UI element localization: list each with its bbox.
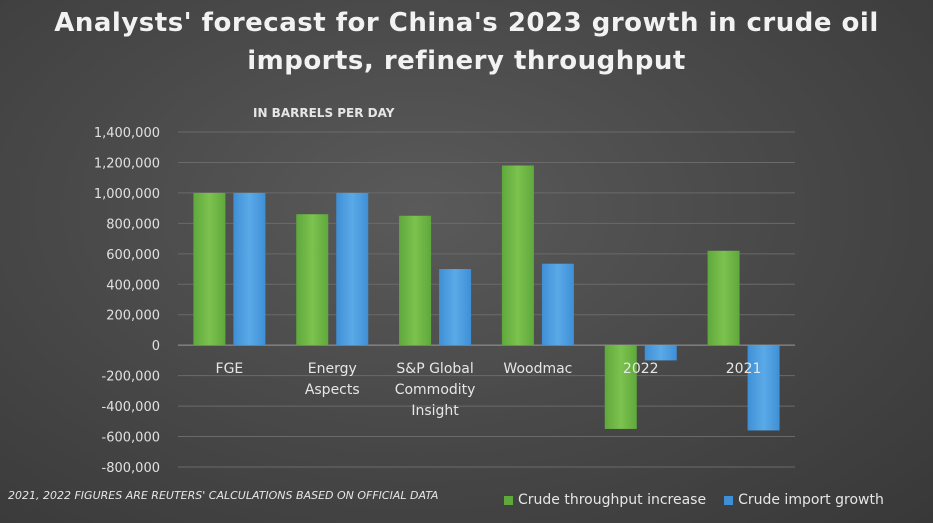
y-tick-label: -800,000: [102, 461, 160, 476]
chart-title: Analysts' forecast for China's 2023 grow…: [0, 4, 933, 80]
gridlines: [178, 131, 795, 468]
chart-title-text: Analysts' forecast for China's 2023 grow…: [54, 8, 879, 76]
y-axis: 1,400,000 1,200,000 1,000,000 800,000 600,00…: [94, 126, 160, 476]
y-tick-label: -400,000: [102, 400, 160, 415]
bar-throughput: [193, 192, 226, 346]
legend: Crude throughput increase Crude import g…: [504, 492, 884, 508]
y-tick-label: 200,000: [106, 309, 160, 324]
bar-import: [747, 345, 780, 431]
chart-subtitle: IN BARRELS PER DAY: [253, 106, 395, 120]
legend-swatch-throughput: [504, 495, 513, 505]
legend-item-import: Crude import growth: [724, 492, 884, 508]
y-tick-label: -600,000: [102, 431, 160, 446]
y-tick-label: 1,200,000: [94, 156, 160, 171]
bar-import: [644, 345, 677, 361]
bar-throughput: [399, 215, 432, 346]
legend-label-throughput: Crude throughput increase: [518, 492, 707, 508]
x-category-label: Woodmac: [503, 361, 572, 377]
y-tick-label: 0: [152, 339, 160, 354]
bar-throughput: [501, 165, 534, 346]
bar-import: [336, 192, 369, 346]
y-tick-label: -200,000: [102, 370, 160, 385]
bar-throughput: [296, 214, 329, 346]
bar-import: [541, 263, 574, 346]
bar-throughput: [707, 250, 740, 346]
bar-import: [439, 269, 472, 346]
y-tick-label: 400,000: [106, 278, 160, 293]
legend-label-import: Crude import growth: [738, 492, 884, 508]
chart-footnote: 2021, 2022 FIGURES ARE REUTERS' CALCULAT…: [8, 489, 439, 502]
x-category-label: Energy Aspects: [305, 361, 360, 398]
x-category-label: FGE: [216, 361, 244, 377]
y-tick-label: 1,400,000: [94, 126, 160, 141]
legend-swatch-import: [724, 495, 734, 505]
bar-throughput: [604, 345, 637, 429]
x-axis-labels: FGE Energy Aspects S&P Global Commodity Insig…: [216, 361, 762, 419]
bar-import: [233, 192, 266, 346]
y-tick-label: 800,000: [106, 217, 160, 232]
y-tick-label: 600,000: [106, 248, 160, 263]
x-category-label: S&P Global Commodity Insight: [395, 361, 476, 419]
y-tick-label: 1,000,000: [94, 187, 160, 202]
x-category-label: 2021: [726, 361, 762, 377]
bars: [193, 165, 780, 431]
legend-item-throughput: Crude throughput increase: [504, 492, 706, 508]
x-category-label: 2022: [623, 361, 659, 377]
